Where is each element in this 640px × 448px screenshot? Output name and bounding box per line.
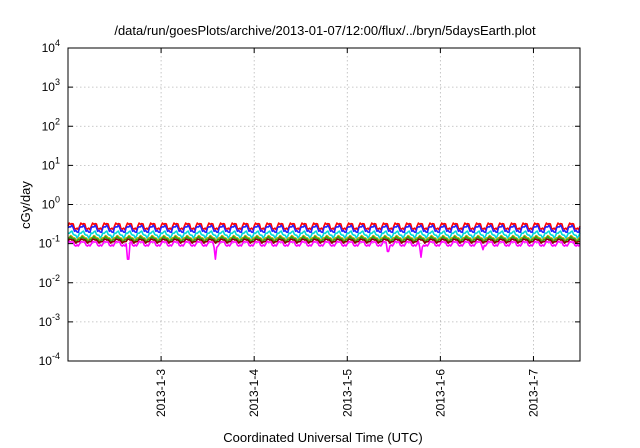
y-tick-label: 10-1 [39, 234, 60, 251]
series-line [67, 230, 581, 239]
series-line [67, 234, 581, 242]
x-tick-label: 2013-1-7 [526, 369, 540, 417]
grid [68, 48, 580, 361]
y-tick-label: 102 [42, 116, 60, 133]
chart-title: /data/run/goesPlots/archive/2013-01-07/1… [114, 23, 536, 38]
y-tick-label: 103 [42, 77, 60, 94]
series-group [67, 222, 581, 261]
y-tick-label: 100 [42, 195, 60, 212]
y-tick-label: 101 [42, 155, 60, 172]
x-tick-labels: 2013-1-3 2013-1-4 2013-1-5 2013-1-6 2013-1-7 [154, 48, 540, 417]
y-tick-label: 10-3 [39, 312, 60, 329]
x-tick-label: 2013-1-3 [154, 369, 168, 417]
x-tick-label: 2013-1-6 [433, 369, 447, 417]
x-axis-label: Coordinated Universal Time (UTC) [223, 430, 422, 445]
y-tick-label: 10-2 [39, 273, 60, 290]
y-tick-label: 10-4 [39, 351, 60, 368]
series-line [67, 240, 581, 261]
series-line [67, 224, 581, 234]
series-line [67, 222, 581, 231]
x-tick-label: 2013-1-5 [340, 369, 354, 417]
x-tick-label: 2013-1-4 [247, 369, 261, 417]
series-line [67, 238, 581, 244]
y-tick-label: 104 [42, 38, 60, 55]
y-axis-label: cGy/day [18, 181, 33, 229]
